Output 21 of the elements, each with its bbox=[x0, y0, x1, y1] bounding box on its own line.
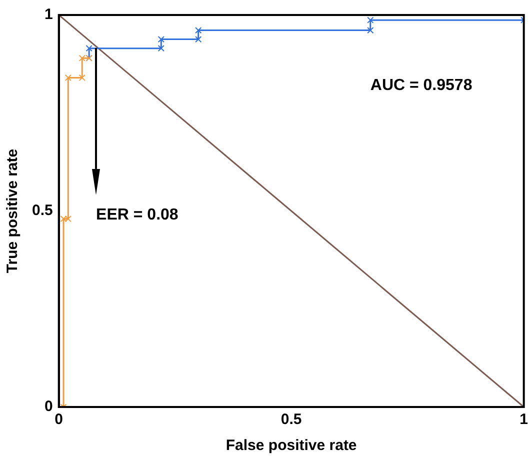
point bbox=[78, 74, 86, 82]
x-axis-title: False positive rate bbox=[226, 437, 357, 454]
point bbox=[195, 26, 202, 34]
y-axis-title: True positive rate bbox=[4, 148, 22, 274]
annotation: AUC = 0.9578 bbox=[370, 76, 472, 94]
y-tick-label: 0 bbox=[44, 398, 53, 416]
point bbox=[86, 44, 92, 52]
point bbox=[64, 74, 72, 82]
y-tick-label: 0.5 bbox=[32, 202, 53, 220]
annotation: EER = 0.08 bbox=[96, 206, 178, 224]
point bbox=[158, 44, 164, 52]
point bbox=[367, 26, 374, 34]
point bbox=[367, 16, 374, 24]
point bbox=[195, 36, 202, 43]
point bbox=[64, 216, 72, 222]
x-tick-label: 0.5 bbox=[280, 411, 302, 428]
y-tick-label: 1 bbox=[44, 6, 53, 24]
point bbox=[158, 36, 164, 43]
point bbox=[78, 54, 86, 62]
point bbox=[60, 216, 67, 222]
x-tick-label: 1 bbox=[520, 411, 528, 428]
